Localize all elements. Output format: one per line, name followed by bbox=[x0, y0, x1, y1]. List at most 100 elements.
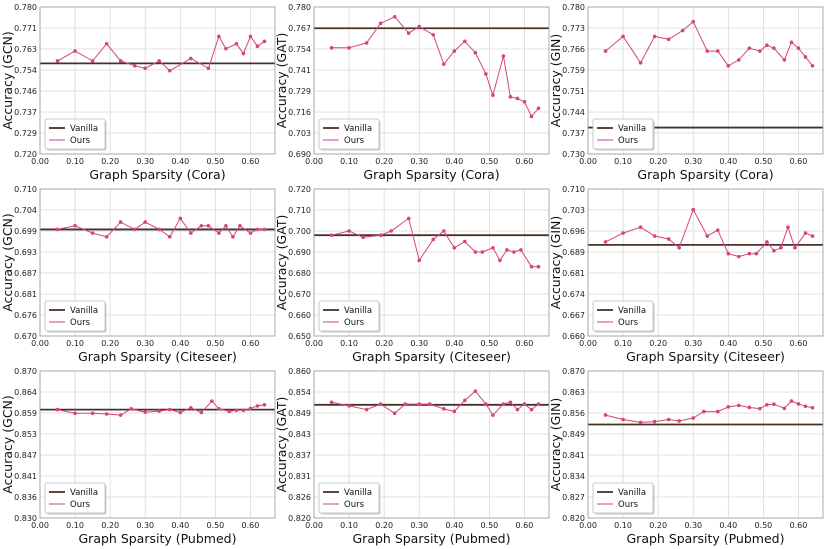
legend-ours-label: Ours bbox=[618, 136, 639, 146]
ours-point bbox=[463, 239, 467, 244]
y-axis-label: Accuracy (GAT) bbox=[274, 33, 289, 129]
x-tick-label: 0.10 bbox=[340, 521, 358, 530]
x-tick-label: 0.10 bbox=[66, 157, 84, 166]
ours-line bbox=[57, 217, 265, 238]
y-tick-label: 0.690 bbox=[288, 248, 311, 257]
y-tick-label: 0.650 bbox=[288, 332, 311, 341]
legend-box bbox=[592, 118, 654, 150]
x-tick-label: 0.20 bbox=[375, 339, 393, 348]
legend-box bbox=[318, 300, 380, 332]
y-tick-label: 0.841 bbox=[14, 472, 37, 481]
ours-point bbox=[515, 407, 520, 412]
ours-point bbox=[810, 64, 815, 68]
y-tick-label: 0.759 bbox=[562, 66, 585, 75]
x-tick-label: 0.00 bbox=[305, 521, 323, 530]
ours-point bbox=[638, 225, 643, 230]
y-tick-label: 0.729 bbox=[14, 129, 37, 138]
ours-point bbox=[217, 34, 221, 39]
x-tick-label: 0.60 bbox=[516, 339, 534, 348]
ours-point bbox=[199, 223, 204, 228]
ours-point bbox=[73, 223, 77, 228]
y-tick-label: 0.670 bbox=[288, 290, 311, 299]
ours-point bbox=[677, 246, 681, 250]
ours-point bbox=[508, 400, 513, 405]
x-tick-label: 0.40 bbox=[171, 521, 189, 530]
x-tick-label: 0.50 bbox=[206, 521, 224, 530]
x-tick-label: 0.60 bbox=[516, 521, 534, 530]
ours-point bbox=[666, 37, 671, 42]
ours-point bbox=[378, 233, 383, 237]
plot-frame bbox=[39, 188, 276, 337]
x-tick-label: 0.00 bbox=[305, 157, 323, 166]
ours-point bbox=[638, 420, 643, 425]
x-tick-label: 0.30 bbox=[136, 339, 154, 348]
ours-point bbox=[772, 46, 776, 50]
y-axis-label: Accuracy (GAT) bbox=[274, 215, 289, 311]
y-tick-label: 0.754 bbox=[288, 45, 311, 54]
ours-point bbox=[536, 402, 541, 406]
x-axis-label: Graph Sparsity (Citeseer) bbox=[78, 349, 237, 364]
y-tick-label: 0.830 bbox=[14, 514, 37, 523]
ours-point bbox=[810, 234, 815, 238]
x-tick-label: 0.40 bbox=[445, 521, 463, 530]
y-tick-label: 0.771 bbox=[14, 24, 37, 33]
ours-point bbox=[217, 407, 221, 411]
ours-point bbox=[603, 413, 608, 417]
legend-ours-label: Ours bbox=[70, 500, 91, 510]
y-tick-label: 0.763 bbox=[14, 45, 37, 54]
ours-point bbox=[473, 50, 478, 55]
plot-frame bbox=[587, 370, 824, 519]
x-tick-label: 0.60 bbox=[790, 157, 808, 166]
ours-point bbox=[143, 66, 148, 71]
y-tick-label: 0.696 bbox=[562, 227, 585, 236]
ours-point bbox=[224, 223, 228, 228]
ours-point bbox=[55, 59, 60, 63]
ours-point bbox=[255, 227, 260, 232]
ours-point bbox=[652, 34, 657, 39]
y-tick-label: 0.780 bbox=[14, 3, 37, 12]
y-tick-label: 0.674 bbox=[562, 290, 585, 299]
x-tick-label: 0.30 bbox=[410, 157, 428, 166]
plot-frame bbox=[39, 6, 276, 155]
y-tick-label: 0.751 bbox=[562, 87, 585, 96]
ours-point bbox=[715, 409, 720, 414]
x-tick-label: 0.60 bbox=[790, 521, 808, 530]
ours-point bbox=[779, 246, 783, 250]
legend-ours-label: Ours bbox=[70, 318, 91, 328]
ours-point bbox=[765, 240, 769, 244]
ours-point bbox=[705, 234, 710, 238]
ours-point bbox=[238, 223, 242, 228]
y-tick-label: 0.870 bbox=[14, 367, 37, 376]
ours-point bbox=[210, 399, 214, 403]
ours-point bbox=[715, 49, 720, 53]
x-tick-label: 0.10 bbox=[340, 157, 358, 166]
y-tick-label: 0.680 bbox=[288, 269, 311, 278]
legend-box bbox=[44, 118, 106, 150]
x-tick-label: 0.40 bbox=[719, 521, 737, 530]
y-tick-label: 0.847 bbox=[14, 451, 37, 460]
ours-point bbox=[217, 231, 221, 235]
ours-point bbox=[431, 237, 436, 242]
ours-point bbox=[772, 402, 776, 407]
x-tick-label: 0.50 bbox=[206, 339, 224, 348]
ours-point bbox=[234, 408, 239, 413]
ours-point bbox=[793, 246, 797, 250]
ours-point bbox=[378, 21, 383, 26]
ours-point bbox=[501, 54, 506, 58]
ours-point bbox=[452, 49, 457, 53]
x-tick-label: 0.40 bbox=[719, 339, 737, 348]
ours-point bbox=[189, 231, 193, 235]
x-tick-label: 0.20 bbox=[649, 339, 667, 348]
y-tick-label: 0.703 bbox=[562, 206, 585, 215]
y-tick-label: 0.676 bbox=[14, 311, 37, 320]
ours-point bbox=[508, 95, 513, 99]
plot-frame bbox=[313, 370, 550, 519]
y-tick-label: 0.837 bbox=[288, 451, 311, 460]
ours-point bbox=[178, 216, 183, 221]
ours-line bbox=[605, 208, 813, 258]
x-tick-label: 0.00 bbox=[579, 521, 597, 530]
ours-point bbox=[691, 207, 696, 212]
y-tick-label: 0.859 bbox=[14, 409, 37, 418]
ours-point bbox=[726, 64, 731, 68]
ours-point bbox=[737, 403, 741, 408]
